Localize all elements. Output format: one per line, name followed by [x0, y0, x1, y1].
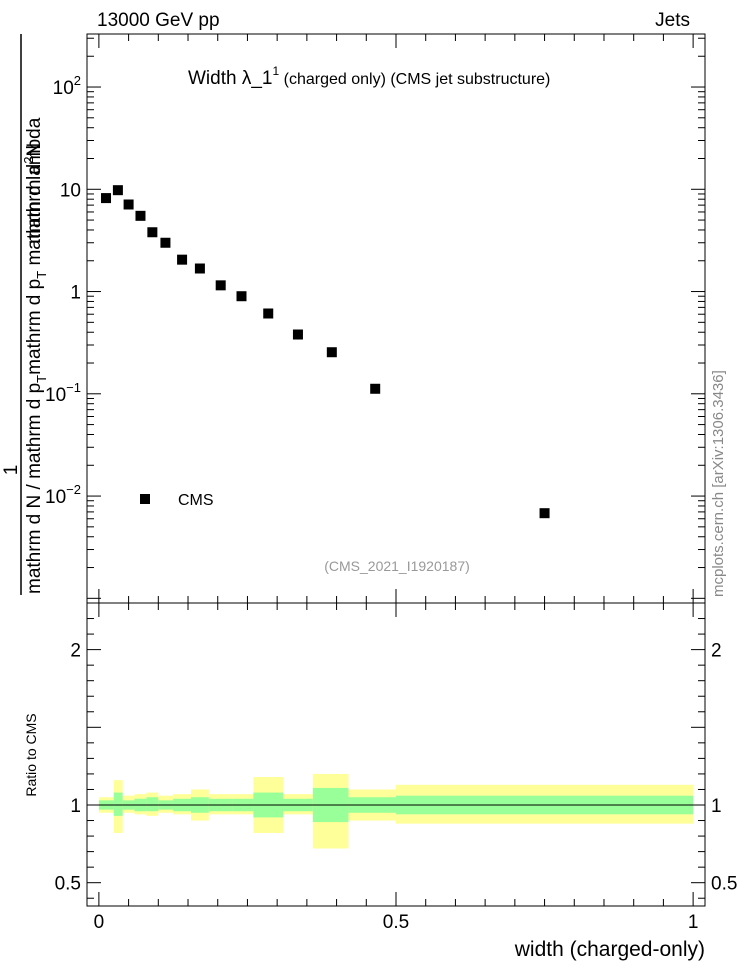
- ratio-band-inner: [113, 792, 123, 816]
- data-point: [263, 308, 274, 319]
- data-point: [177, 254, 188, 265]
- data-point: [101, 193, 112, 204]
- ratio-tick-label-right: 0.5: [711, 874, 737, 895]
- legend-marker: [140, 494, 150, 504]
- plot-title-suffix: (charged only) (CMS jet substructure): [279, 71, 550, 88]
- ratio-tick-label: 0.5: [55, 874, 81, 895]
- y-tick-label: 1: [70, 283, 81, 304]
- watermark: mcplots.cern.ch [arXiv:1306.3436]: [710, 370, 727, 597]
- ratio-ylabel: Ratio to CMS: [23, 713, 39, 796]
- plot-title-main: Width λ_1: [188, 68, 272, 89]
- data-point: [539, 508, 550, 519]
- ratio-plot-frame: [86, 602, 706, 907]
- data-point: [160, 237, 171, 248]
- header-left: 13000 GeV pp: [97, 10, 220, 31]
- x-tick-label: 1: [688, 912, 699, 933]
- plot-title-sup: 1: [272, 64, 279, 78]
- x-tick-label: 0: [94, 912, 105, 933]
- main-ylabel: 1 mathrm d N / mathrm d pTmathrm d pT ma…: [1, 34, 49, 595]
- y-tick-label: 102: [53, 73, 81, 99]
- x-axis-ticks: 0 0.5 1: [94, 34, 699, 933]
- y-tick-label: 10−2: [45, 482, 81, 508]
- ylabel-denominator: mathrm d N / mathrm d pTmathrm d pT math…: [24, 117, 49, 594]
- ratio-y-ticks: 0.5 0.5 1 1 2 2: [55, 618, 737, 899]
- data-point: [215, 280, 226, 291]
- x-axis-label: width (charged-only): [514, 938, 705, 961]
- ratio-band-inner: [146, 797, 159, 812]
- y-tick-label: 10: [60, 180, 81, 201]
- legend: CMS: [140, 492, 214, 509]
- legend-label: CMS: [178, 492, 214, 509]
- ratio-tick-label-right: 1: [711, 796, 722, 817]
- ratio-tick-label-right: 2: [711, 641, 722, 662]
- y-tick-label: 10−1: [45, 380, 81, 406]
- main-plot-frame: [86, 33, 706, 604]
- data-point: [147, 227, 158, 238]
- ratio-uncertainty-bands: [98, 773, 694, 849]
- data-point: [326, 347, 337, 358]
- data-points: [101, 185, 550, 519]
- data-point: [370, 383, 381, 394]
- plot-title: Width λ_11 (charged only) (CMS jet subst…: [188, 64, 550, 89]
- data-point: [123, 199, 134, 210]
- data-point: [112, 185, 123, 196]
- x-tick-label: 0.5: [383, 912, 409, 933]
- data-point: [236, 291, 247, 302]
- data-point: [194, 263, 205, 274]
- ratio-tick-label: 1: [70, 796, 81, 817]
- ratio-tick-label: 2: [70, 641, 81, 662]
- ylabel-numerator-one: 1: [1, 465, 22, 476]
- analysis-id: (CMS_2021_I1920187): [324, 558, 470, 574]
- main-y-ticks: 10−2 10−1 1 10 102: [45, 37, 705, 604]
- data-point: [135, 210, 146, 221]
- data-point: [292, 329, 303, 340]
- header-right: Jets: [655, 10, 690, 31]
- ylabel-numerator: mathrm d2N: [21, 143, 45, 244]
